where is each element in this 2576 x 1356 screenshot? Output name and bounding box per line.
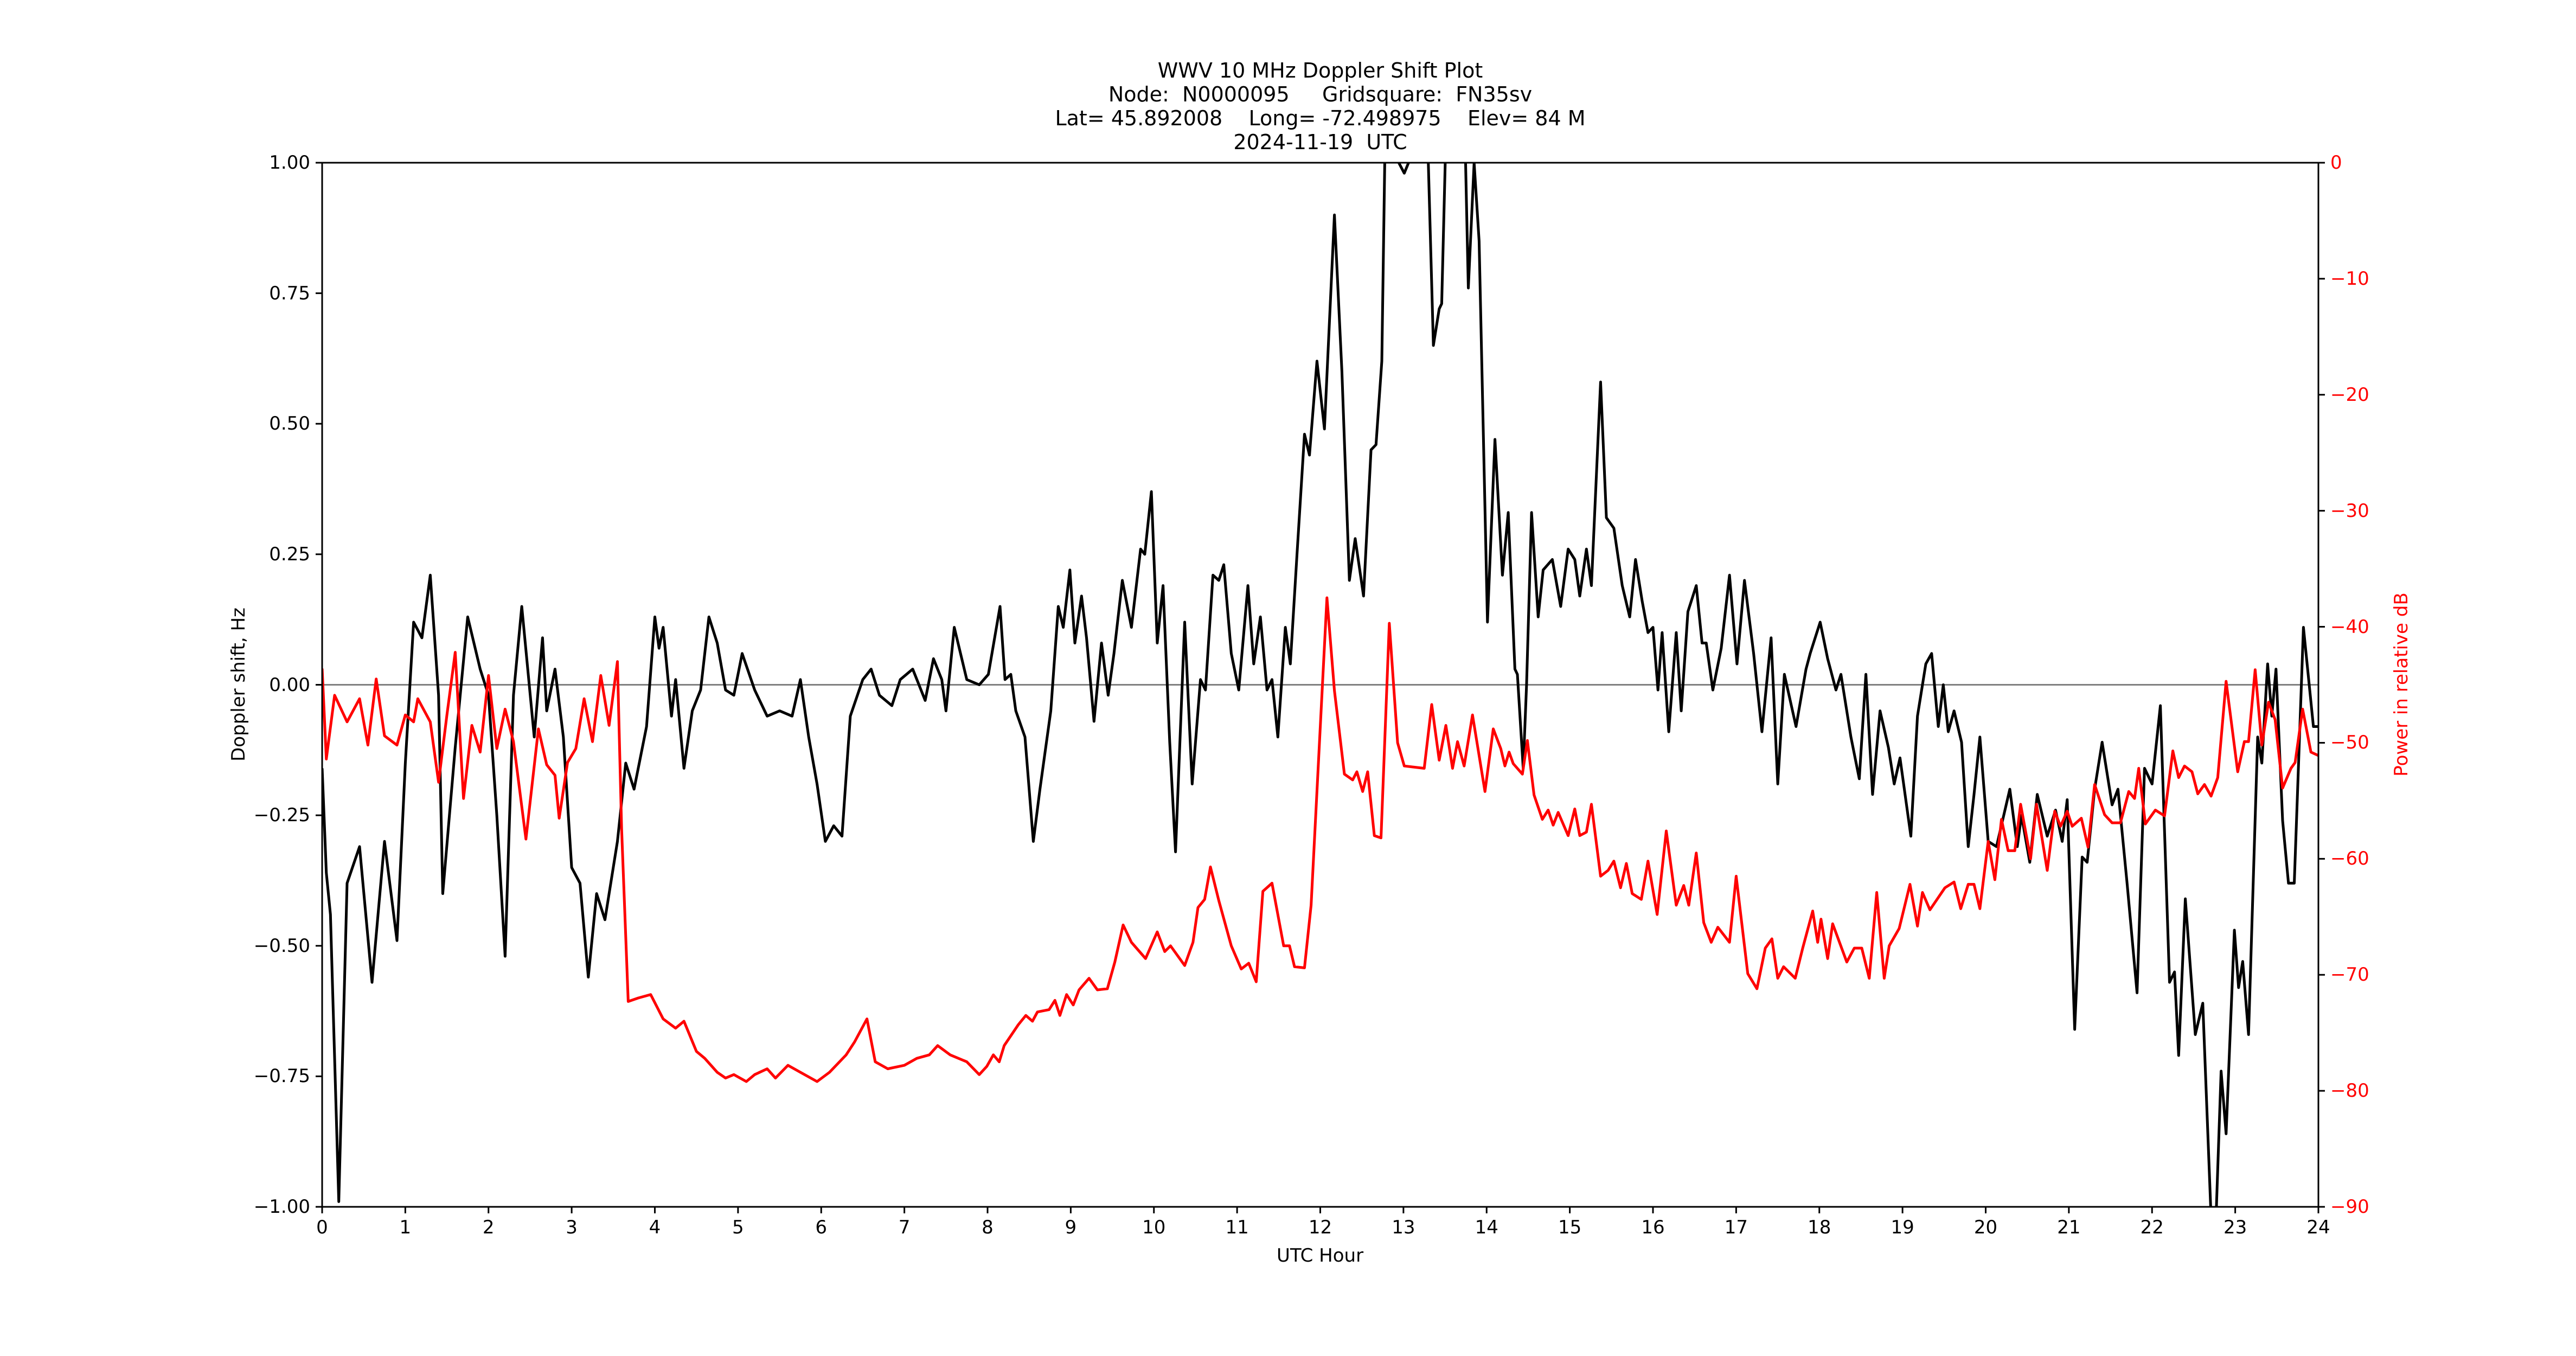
right-axis-ticks	[2318, 162, 2325, 1208]
chart-title: WWV 10 MHz Doppler Shift Plot	[1157, 59, 1483, 82]
chart-subtitle-location: Lat= 45.892008 Long= -72.498975 Elev= 84…	[1055, 106, 1586, 130]
x-axis-ticks	[321, 1207, 2319, 1213]
x-axis-tick-label: 18	[1808, 1217, 1831, 1238]
x-axis-tick-label: 21	[2057, 1217, 2081, 1238]
left-axis-tick-label: 1.00	[269, 152, 310, 174]
y-axis-label-left: Doppler shift, Hz	[228, 607, 249, 762]
left-axis-ticks	[316, 162, 322, 1208]
x-axis-tick-label: 15	[1558, 1217, 1582, 1238]
x-axis-tick-label: 1	[399, 1217, 412, 1238]
right-axis-tick-label: 0	[2330, 152, 2342, 174]
x-axis-tick-label: 12	[1308, 1217, 1332, 1238]
doppler-shift-line	[322, 163, 2318, 1207]
x-axis-tick-label: 19	[1891, 1217, 1914, 1238]
x-axis-tick-label: 7	[898, 1217, 911, 1238]
left-axis-tick-label: 0.00	[269, 674, 310, 696]
right-axis-tick-label: −90	[2330, 1196, 2369, 1218]
right-axis-tick-label: −70	[2330, 964, 2369, 986]
x-axis-label: UTC Hour	[1276, 1245, 1364, 1267]
x-axis-tick-label: 14	[1475, 1217, 1498, 1238]
x-axis-tick-label: 23	[2223, 1217, 2247, 1238]
y-axis-label-right: Power in relative dB	[2391, 592, 2412, 777]
x-axis-tick-label: 22	[2140, 1217, 2164, 1238]
x-axis-tick-label: 13	[1392, 1217, 1415, 1238]
x-axis-tick-label: 24	[2306, 1217, 2330, 1238]
x-axis-tick-label: 16	[1641, 1217, 1665, 1238]
right-axis-tick-label: −60	[2330, 848, 2369, 870]
x-axis-tick-label: 10	[1142, 1217, 1166, 1238]
right-axis-tick-label: −80	[2330, 1080, 2369, 1102]
x-axis-tick-label: 8	[982, 1217, 994, 1238]
right-axis-tick-label: −30	[2330, 500, 2369, 522]
x-axis-tick-label: 3	[566, 1217, 578, 1238]
right-axis-tick-label: −20	[2330, 383, 2369, 406]
power-line	[322, 596, 2318, 1083]
right-axis-tick-label: −10	[2330, 267, 2369, 290]
x-axis-tick-label: 6	[815, 1217, 828, 1238]
left-axis-tick-label: 0.25	[269, 543, 310, 565]
left-axis-tick-label: 0.50	[269, 413, 310, 435]
x-axis-tick-label: 4	[649, 1217, 661, 1238]
left-axis-tick-label: −1.00	[253, 1196, 310, 1218]
x-axis-tick-label: 11	[1225, 1217, 1249, 1238]
chart-subtitle-date: 2024-11-19 UTC	[1233, 130, 1407, 154]
left-axis-tick-label: −0.25	[253, 804, 310, 827]
right-axis-tick-label: −50	[2330, 732, 2369, 754]
x-axis-tick-label: 17	[1724, 1217, 1748, 1238]
left-axis-tick-label: 0.75	[269, 282, 310, 304]
x-axis-tick-label: 2	[482, 1217, 495, 1238]
x-axis-tick-label: 5	[732, 1217, 744, 1238]
left-axis-tick-label: −0.75	[253, 1065, 310, 1088]
right-axis-tick-label: −40	[2330, 616, 2369, 638]
x-axis-tick-label: 20	[1973, 1217, 1998, 1238]
x-axis-tick-label: 0	[316, 1217, 328, 1238]
chart-subtitle-node: Node: N0000095 Gridsquare: FN35sv	[1108, 82, 1533, 106]
x-axis-tick-label: 9	[1065, 1217, 1077, 1238]
left-axis-tick-label: −0.50	[253, 935, 310, 957]
